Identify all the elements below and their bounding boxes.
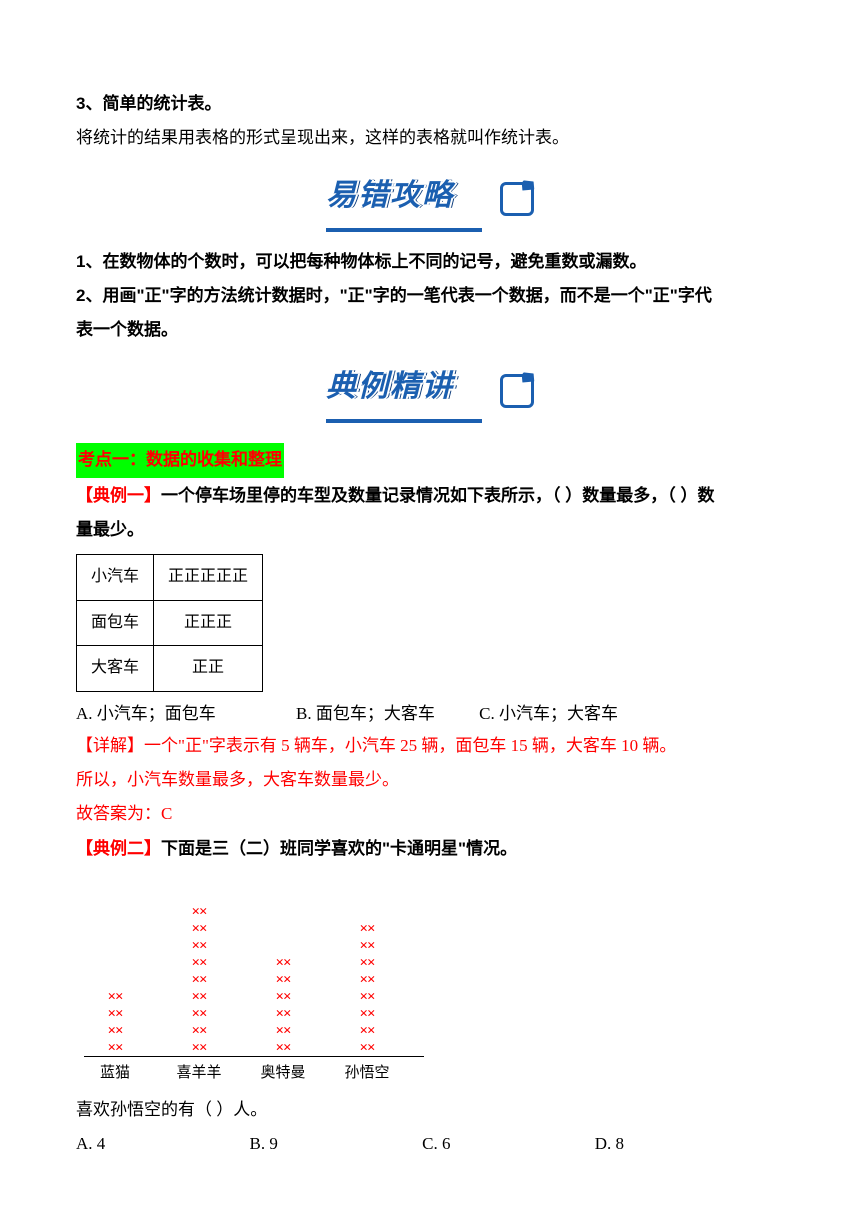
banner-2-text: 典例精讲 <box>326 358 482 423</box>
ex1-answer: 故答案为：C <box>76 798 784 830</box>
ex2-options: A. 4 B. 9 C. 6 D. 8 <box>76 1128 784 1160</box>
table-row: 大客车 正正 <box>77 646 263 691</box>
ex2-question: 喜欢孙悟空的有（ ）人。 <box>76 1094 784 1126</box>
chart-label: 喜羊羊 <box>176 1059 222 1088</box>
opt-b: B. 9 <box>250 1128 278 1160</box>
ex1-explain-tag: 【详解】 <box>76 736 144 755</box>
chart-label: 孙悟空 <box>344 1059 390 1088</box>
ex1-prompt-a: 【典例一】一个停车场里停的车型及数量记录情况如下表所示，（ ）数量最多，（ ）数 <box>76 480 784 512</box>
tip-2a: 2、用画"正"字的方法统计数据时，"正"字的一笔代表一个数据，而不是一个"正"字… <box>76 280 784 312</box>
tip-2-body-a: 、用画"正"字的方法统计数据时，"正"字的一笔代表一个数据，而不是一个"正"字代 <box>85 286 711 305</box>
cell: 大客车 <box>77 646 154 691</box>
x-mark-icon: ×× <box>191 1024 206 1039</box>
x-mark-icon: ×× <box>275 990 290 1005</box>
x-mark-icon: ×× <box>191 956 206 971</box>
chart-column: ×× ×× ×× ×× ×× ×× ×× ×× <box>344 922 390 1056</box>
x-mark-icon: ×× <box>107 1007 122 1022</box>
ex1-explain-text-a: 一个"正"字表示有 5 辆车，小汽车 25 辆，面包车 15 辆，大客车 10 … <box>144 736 676 755</box>
chart-label: 奥特曼 <box>260 1059 306 1088</box>
chart-column: ×× ×× ×× ×× <box>92 990 138 1056</box>
tip-1: 1、在数物体的个数时，可以把每种物体标上不同的记号，避免重数或漏数。 <box>76 246 784 278</box>
x-mark-icon: ×× <box>359 973 374 988</box>
chart-area: ××××××××××××××××××××××××××××××××××××××××… <box>84 877 424 1057</box>
banner-1-text: 易错攻略 <box>326 167 482 232</box>
ex1-body-b: 量最少。 <box>76 514 784 546</box>
opt-c: C. 小汽车；大客车 <box>479 698 618 730</box>
x-mark-icon: ×× <box>359 1024 374 1039</box>
tip-1-body: 、在数物体的个数时，可以把每种物体标上不同的记号，避免重数或漏数。 <box>85 252 646 271</box>
tip-2b: 表一个数据。 <box>76 314 784 346</box>
table-row: 小汽车 正正正正正 <box>77 555 263 600</box>
ex1-explain-a: 【详解】一个"正"字表示有 5 辆车，小汽车 25 辆，面包车 15 辆，大客车… <box>76 730 784 762</box>
cell: 正正 <box>154 646 263 691</box>
x-mark-icon: ×× <box>191 1041 206 1056</box>
cell: 小汽车 <box>77 555 154 600</box>
intro-line-3: 3、简单的统计表。 <box>76 88 784 120</box>
x-mark-icon: ×× <box>191 922 206 937</box>
banner-examples: 典例精讲 <box>76 358 784 423</box>
x-mark-icon: ×× <box>191 939 206 954</box>
table-row: 面包车 正正正 <box>77 600 263 645</box>
topic-highlight: 考点一：数据的收集和整理 <box>76 443 284 477</box>
ex2-prompt: 【典例二】下面是三（二）班同学喜欢的"卡通明星"情况。 <box>76 833 784 865</box>
x-mark-icon: ×× <box>107 1024 122 1039</box>
x-mark-icon: ×× <box>275 1041 290 1056</box>
opt-b: B. 面包车；大客车 <box>296 698 435 730</box>
x-mark-icon: ×× <box>191 973 206 988</box>
cell: 面包车 <box>77 600 154 645</box>
x-mark-icon: ×× <box>359 939 374 954</box>
x-mark-icon: ×× <box>191 1007 206 1022</box>
x-mark-icon: ×× <box>359 990 374 1005</box>
x-mark-icon: ×× <box>107 1041 122 1056</box>
x-mark-icon: ×× <box>359 956 374 971</box>
intro-3-body: 将统计的结果用表格的形式呈现出来，这样的表格就叫作统计表。 <box>76 122 784 154</box>
banner-inner-2: 典例精讲 <box>326 358 534 423</box>
topic-row: 考点一：数据的收集和整理 <box>76 437 784 479</box>
x-mark-icon: ×× <box>191 905 206 920</box>
chart-xlabels: 蓝猫 喜羊羊 奥特曼 孙悟空 <box>84 1057 424 1088</box>
x-mark-icon: ×× <box>275 956 290 971</box>
banner-easy-mistakes: 易错攻略 <box>76 167 784 232</box>
x-mark-icon: ×× <box>191 990 206 1005</box>
chart-column: ×× ×× ×× ×× ×× ×× ×× ×× ×× <box>176 905 222 1056</box>
edit-icon <box>500 182 534 216</box>
ex2-body: 下面是三（二）班同学喜欢的"卡通明星"情况。 <box>161 839 517 858</box>
banner-inner: 易错攻略 <box>326 167 534 232</box>
x-mark-icon: ×× <box>107 990 122 1005</box>
cell: 正正正正正 <box>154 555 263 600</box>
intro-3-title: 、简单的统计表。 <box>85 94 221 113</box>
x-mark-icon: ×× <box>275 1024 290 1039</box>
opt-d: D. 8 <box>595 1128 624 1160</box>
chart-label: 蓝猫 <box>92 1059 138 1088</box>
x-mark-icon: ×× <box>275 973 290 988</box>
ex1-tag: 【典例一】 <box>76 486 161 505</box>
opt-a: A. 4 <box>76 1128 105 1160</box>
x-mark-icon: ×× <box>359 922 374 937</box>
chart-column: ×× ×× ×× ×× ×× ×× <box>260 956 306 1056</box>
edit-icon <box>500 374 534 408</box>
x-mark-icon: ×× <box>359 1007 374 1022</box>
opt-c: C. 6 <box>422 1128 450 1160</box>
ex2-chart: ××××××××××××××××××××××××××××××××××××××××… <box>84 877 784 1088</box>
ex1-body-a: 一个停车场里停的车型及数量记录情况如下表所示，（ ）数量最多，（ ）数 <box>161 486 714 505</box>
ex1-explain-b: 所以，小汽车数量最多，大客车数量最少。 <box>76 764 784 796</box>
cell: 正正正 <box>154 600 263 645</box>
ex1-table: 小汽车 正正正正正 面包车 正正正 大客车 正正 <box>76 554 263 691</box>
opt-a: A. 小汽车；面包车 <box>76 698 216 730</box>
x-mark-icon: ×× <box>359 1041 374 1056</box>
ex2-tag: 【典例二】 <box>76 839 161 858</box>
x-mark-icon: ×× <box>275 1007 290 1022</box>
ex1-options: A. 小汽车；面包车 B. 面包车；大客车 C. 小汽车；大客车 <box>76 698 784 730</box>
